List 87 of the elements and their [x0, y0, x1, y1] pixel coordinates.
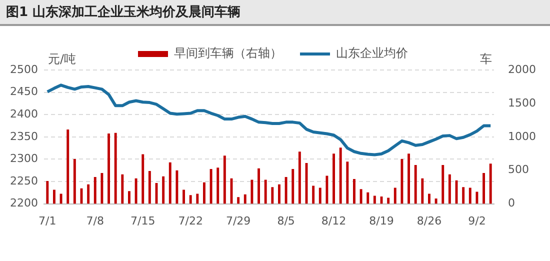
bar [182, 190, 185, 204]
bar [394, 188, 396, 204]
y2-tick-label: 1500 [508, 96, 536, 110]
bar [360, 189, 362, 204]
y2-axis-title: 车 [480, 52, 492, 66]
bar [223, 156, 226, 204]
bar [114, 132, 117, 204]
x-tick-label: 8/19 [369, 214, 394, 228]
y-axis-title: 元/吨 [48, 52, 76, 66]
bar [60, 194, 62, 204]
bar [142, 154, 144, 204]
bar [278, 184, 280, 204]
bar [46, 181, 49, 204]
bar [476, 192, 478, 204]
legend-label: 山东企业均价 [336, 46, 408, 60]
bar [216, 168, 220, 204]
bar [87, 184, 90, 204]
bar [408, 154, 410, 204]
x-tick-label: 7/15 [130, 214, 156, 228]
bar [148, 171, 151, 204]
y2-tick-label: 0 [508, 196, 516, 210]
bar [258, 168, 260, 204]
bar [482, 173, 486, 204]
bar [271, 187, 274, 204]
bar [66, 130, 70, 204]
bar [176, 170, 178, 204]
bar [52, 190, 56, 204]
x-tick-label: 8/26 [416, 214, 442, 228]
bar [462, 187, 465, 204]
y2-tick-label: 1000 [508, 130, 536, 143]
bar [448, 174, 451, 204]
bar [108, 134, 110, 204]
y2-tick-label: 2000 [508, 62, 536, 76]
bar [353, 179, 356, 204]
bar [100, 173, 104, 204]
bar [264, 180, 267, 204]
bar [468, 188, 472, 204]
bar [284, 177, 288, 204]
bar [346, 162, 349, 204]
x-tick-label: 8/5 [277, 214, 295, 228]
x-tick-label: 7/8 [86, 214, 104, 228]
y2-tick-label: 500 [508, 163, 530, 176]
bar [203, 182, 206, 204]
bar [442, 165, 444, 204]
y-tick-label: 2250 [10, 174, 38, 188]
bar [326, 176, 328, 204]
y-tick-label: 2500 [10, 62, 38, 76]
y-tick-label: 2450 [10, 85, 38, 98]
bar [312, 186, 315, 204]
bar [332, 154, 335, 204]
x-tick-label: 8/12 [321, 214, 346, 228]
bar [339, 148, 342, 204]
bar [210, 169, 212, 204]
bar [237, 197, 240, 204]
bar [168, 162, 172, 204]
bar [298, 152, 301, 204]
x-tick-label: 7/1 [38, 214, 56, 228]
x-tick-label: 7/22 [178, 214, 203, 228]
y-tick-label: 2300 [10, 152, 38, 166]
bar [250, 180, 254, 204]
bar [128, 191, 130, 204]
bar [121, 174, 124, 204]
bar [428, 194, 430, 204]
y-tick-label: 2200 [10, 196, 38, 210]
bar [189, 195, 192, 204]
chart-title: 图1 山东深加工企业玉米均价及晨间车辆 [0, 0, 550, 26]
bar [318, 188, 322, 204]
y-tick-label: 2400 [10, 107, 38, 120]
bar [196, 194, 199, 204]
bar [244, 194, 246, 204]
bar [414, 165, 417, 204]
bar [73, 158, 76, 204]
bar [434, 198, 438, 204]
bar [162, 176, 165, 204]
y-tick-label: 2350 [10, 130, 38, 143]
bar [387, 198, 390, 204]
bar [292, 169, 294, 204]
bar [134, 178, 138, 204]
bar [373, 196, 376, 204]
bar [400, 158, 404, 204]
bar [366, 192, 370, 204]
x-tick-label: 7/29 [226, 214, 251, 228]
bar [421, 178, 424, 204]
bar [489, 164, 492, 204]
x-tick-label: 9/2 [468, 214, 486, 228]
legend-label: 早间到车辆（右轴） [174, 46, 282, 60]
bar [94, 177, 96, 204]
